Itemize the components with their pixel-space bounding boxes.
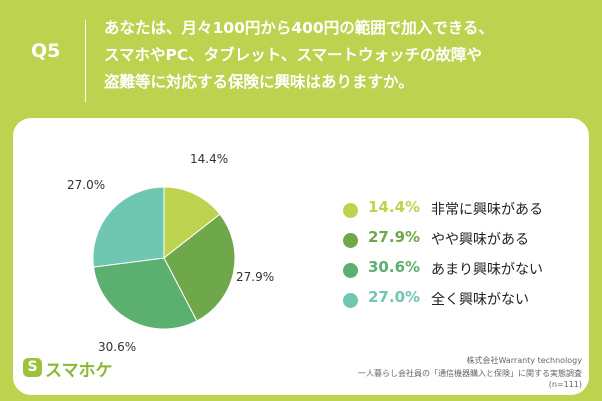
source-company: 株式会社Warranty technology <box>466 356 582 365</box>
legend-swatch <box>343 203 358 218</box>
slice-value-label: 27.9% <box>236 270 275 284</box>
legend-label: やや興味がある <box>431 232 529 248</box>
legend-label: 非常に興味がある <box>431 202 543 218</box>
header-divider <box>85 20 86 102</box>
pie-slice <box>93 257 198 330</box>
logo-mark: S <box>23 358 42 377</box>
question-line-3: 盗難等に対応する保険に興味はありますか。 <box>104 73 414 91</box>
question-text: あなたは、月々100円から400円の範囲で加入できる、 スマホやPC、タブレット… <box>104 15 594 96</box>
legend-percent: 30.6% <box>368 258 421 276</box>
slice-value-label: 27.0% <box>67 178 106 192</box>
legend-swatch <box>343 263 358 278</box>
slice-value-label: 14.4% <box>190 152 229 166</box>
legend-percent: 14.4% <box>368 198 421 216</box>
legend-swatch <box>343 293 358 308</box>
source-survey: 一人暮らし会社員の「通信機器購入と保険」に関する実態調査 <box>358 369 582 378</box>
legend-percent: 27.0% <box>368 288 421 306</box>
pie-slice <box>163 213 236 322</box>
question-line-1: あなたは、月々100円から400円の範囲で加入できる、 <box>104 19 494 37</box>
question-number: Q5 <box>31 40 61 62</box>
logo-text: スマホケ <box>45 361 113 381</box>
pie-slice <box>92 186 165 268</box>
legend-percent: 27.9% <box>368 228 421 246</box>
pie-slice <box>163 186 221 260</box>
legend-swatch <box>343 233 358 248</box>
question-header: Q5 あなたは、月々100円から400円の範囲で加入できる、 スマホやPC、タブ… <box>0 0 602 118</box>
legend-label: 全く興味がない <box>431 292 529 308</box>
source-sample-size: (n=111) <box>548 380 582 389</box>
legend-label: あまり興味がない <box>431 262 543 278</box>
question-line-2: スマホやPC、タブレット、スマートウォッチの故障や <box>104 46 482 64</box>
slice-value-label: 30.6% <box>98 340 137 354</box>
